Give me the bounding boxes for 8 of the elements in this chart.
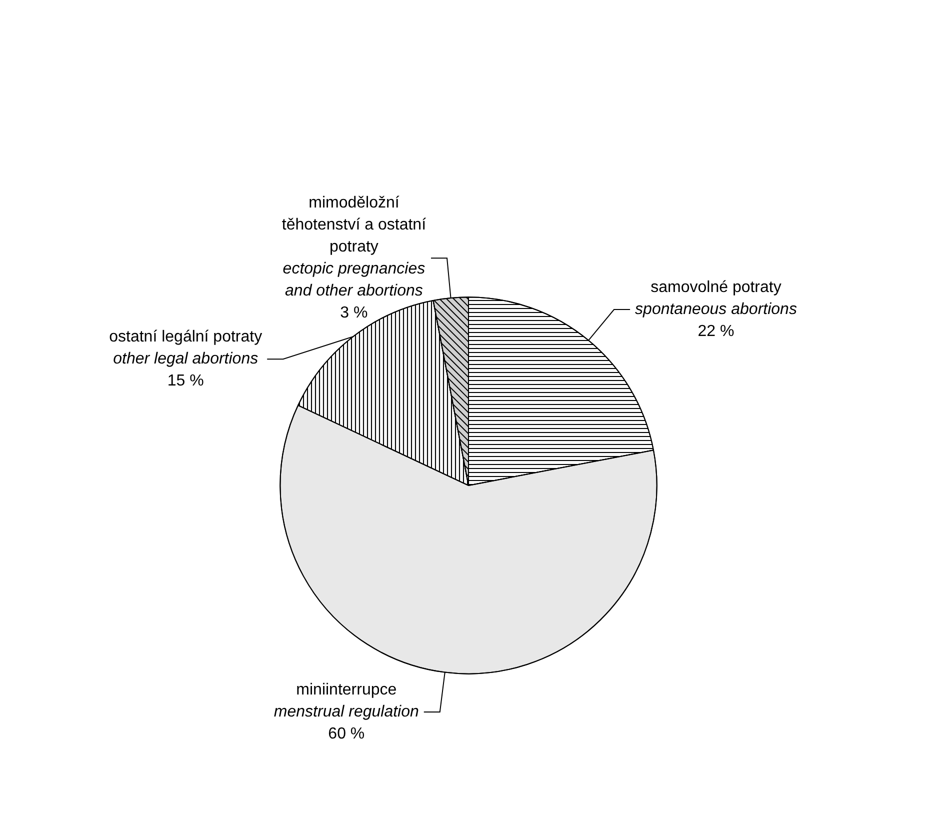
slice-label: mimoděložní těhotenství a ostatní potraty ectopic pregnancies and other abortions [282, 194, 427, 300]
data-label: 60 % [328, 725, 365, 742]
slice-label: ostatní legální potraty other legal abortions [109, 328, 262, 368]
data-label: 15 % [167, 372, 204, 390]
slice-label: miniinterrupce menstrual regulation [274, 681, 419, 720]
data-label: 3 % [340, 304, 368, 322]
data-label: 22 % [698, 323, 734, 340]
slice-label: samovolné potraty spontaneous abortions [635, 279, 797, 318]
